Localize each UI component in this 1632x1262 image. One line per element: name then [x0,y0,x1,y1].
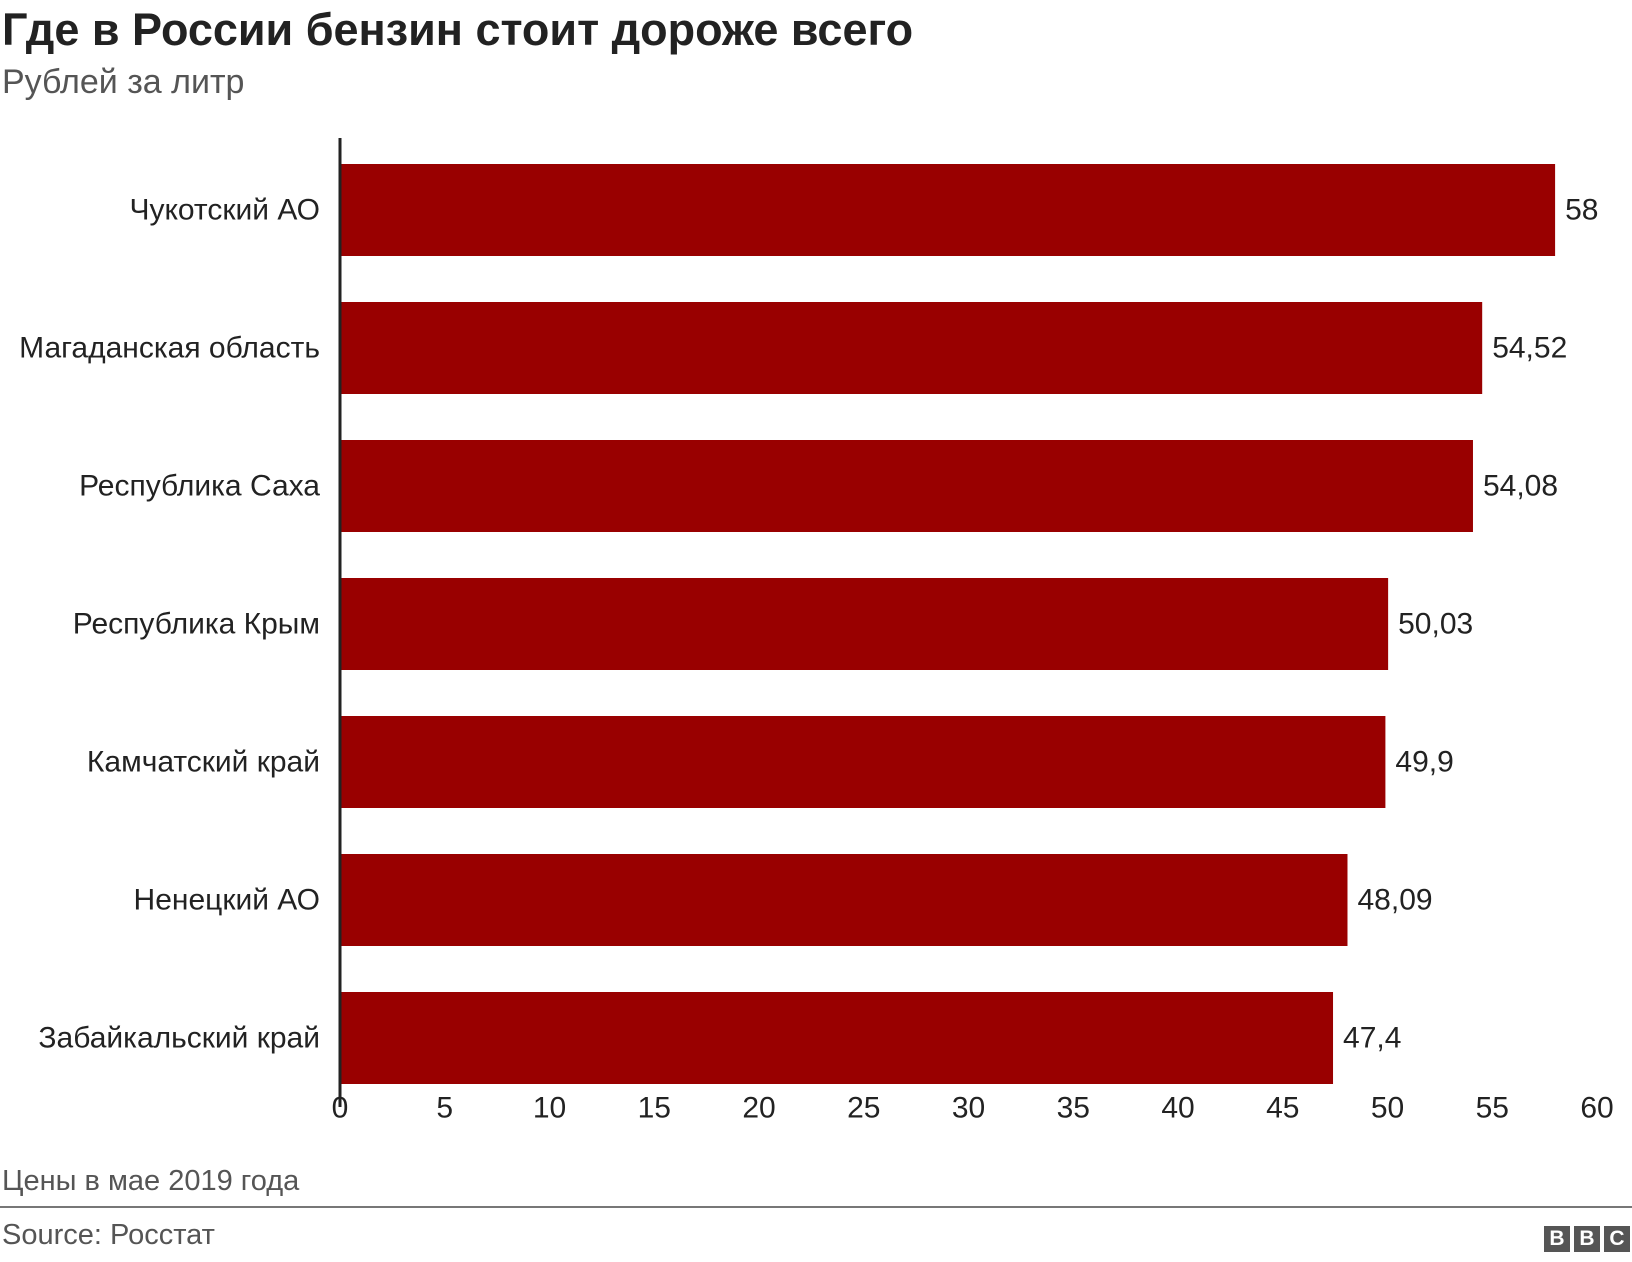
bbc-logo-letter: B [1544,1226,1570,1252]
category-label: Республика Крым [73,608,320,641]
category-label: Забайкальский край [38,1022,320,1055]
category-label: Чукотский АО [129,194,320,227]
bar [340,164,1556,256]
value-label: 58 [1565,194,1598,227]
chart-title: Где в России бензин стоит дороже всего [2,4,914,55]
bar [340,440,1473,532]
bar [340,854,1348,946]
source-text: Source: Росстат [2,1219,215,1251]
x-tick-label: 55 [1476,1092,1509,1125]
x-tick-label: 45 [1266,1092,1299,1125]
x-tick-label: 10 [533,1092,566,1125]
footer-divider [0,1206,1632,1208]
chart-subtitle: Рублей за литр [2,63,245,101]
bar [340,716,1386,808]
x-tick-label: 30 [952,1092,985,1125]
x-tick-label: 25 [847,1092,880,1125]
x-tick-label: 60 [1580,1092,1613,1125]
x-axis-ticks-layer: 0 5 10 15 20 25 30 35 40 45 50 55 60 [332,1092,1614,1125]
category-labels-layer: Чукотский АО Магаданская область Республик… [19,194,320,1055]
bar-chart: Чукотский АО Магаданская область Республик… [19,138,1614,1125]
value-label: 54,08 [1483,470,1558,503]
value-label: 50,03 [1398,608,1473,641]
x-tick-label: 50 [1371,1092,1404,1125]
category-label: Республика Саха [79,470,320,503]
x-tick-label: 40 [1161,1092,1194,1125]
value-label: 48,09 [1357,884,1432,917]
bbc-logo-letter: B [1574,1226,1600,1252]
x-tick-label: 5 [436,1092,453,1125]
chart-note: Цены в мае 2019 года [2,1165,300,1197]
bars-layer [340,164,1556,1084]
value-labels-layer: 58 54,52 54,08 50,03 49,9 48,09 47,4 [1343,194,1598,1055]
value-label: 49,9 [1395,746,1453,779]
value-label: 54,52 [1492,332,1567,365]
x-tick-label: 35 [1057,1092,1090,1125]
category-label: Ненецкий АО [134,884,320,917]
bbc-logo-letter: C [1604,1226,1630,1252]
bar [340,992,1334,1084]
category-label: Камчатский край [87,746,320,779]
category-label: Магаданская область [19,332,320,365]
x-tick-label: 20 [742,1092,775,1125]
bbc-logo: B B C [1544,1226,1630,1252]
x-tick-label: 15 [638,1092,671,1125]
value-label: 47,4 [1343,1022,1401,1055]
bar [340,302,1483,394]
bar [340,578,1389,670]
x-tick-label: 0 [332,1092,349,1125]
